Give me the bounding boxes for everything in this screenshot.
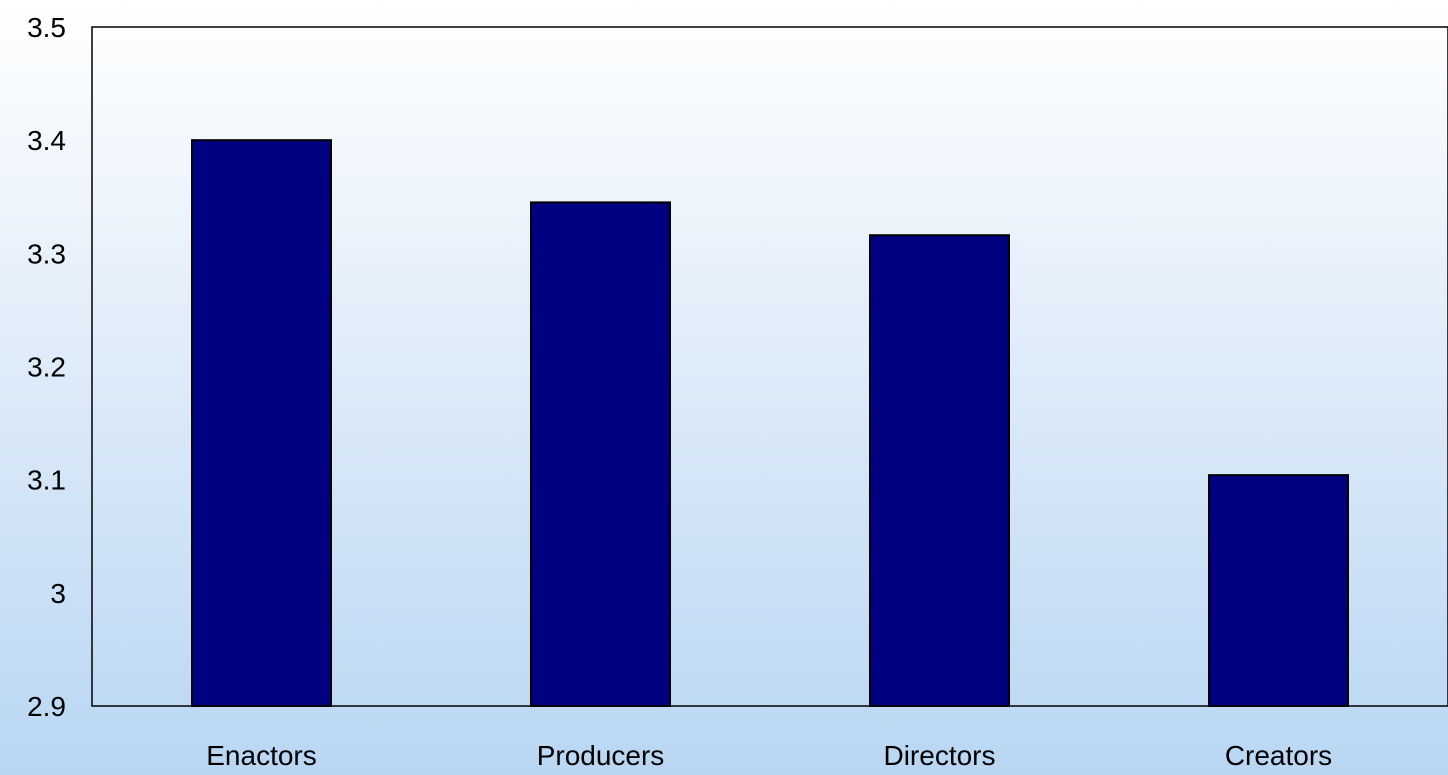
bar-producers xyxy=(530,201,671,708)
y-tick-label: 3.4 xyxy=(27,125,66,156)
x-category-label: Creators xyxy=(1225,740,1332,771)
bar-directors xyxy=(869,234,1010,708)
x-category-label: Enactors xyxy=(206,740,317,771)
x-category-label: Producers xyxy=(537,740,665,771)
bars xyxy=(191,139,1349,708)
y-tick-label: 3.2 xyxy=(27,352,66,383)
x-category-label: Directors xyxy=(883,740,995,771)
y-tick-label: 3.5 xyxy=(27,12,66,43)
y-tick-label: 3.1 xyxy=(27,465,66,496)
y-tick-label: 2.9 xyxy=(27,691,66,722)
x-axis-labels: Enactors Producers Directors Creators xyxy=(206,740,1332,771)
y-tick-label: 3 xyxy=(50,578,66,609)
y-tick-label: 3.3 xyxy=(27,238,66,269)
bar-creators xyxy=(1208,474,1349,708)
plot-area xyxy=(91,26,1448,707)
bar-enactors xyxy=(191,139,332,707)
y-axis-ticks: 2.9 3 3.1 3.2 3.3 3.4 3.5 xyxy=(27,12,66,722)
